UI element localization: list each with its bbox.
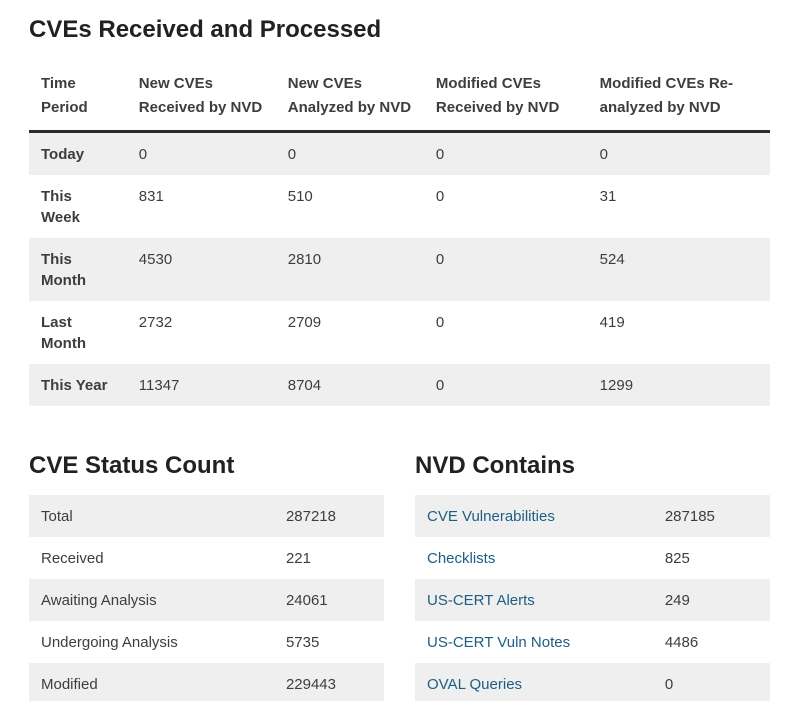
cell-value: 419 [599, 314, 625, 331]
contains-value: 287185 [664, 508, 715, 525]
cell-value: 0 [138, 146, 148, 163]
cell-value: 0 [599, 146, 609, 163]
status-row-undergoing-analysis: Undergoing Analysis 5735 [29, 621, 384, 663]
period-label: This Week [41, 188, 80, 226]
cell-value: 0 [435, 251, 445, 268]
cves-received-processed-table: Time Period New CVEs Received by NVD New… [29, 63, 770, 406]
cell-value: 0 [435, 188, 445, 205]
period-label: Today [41, 146, 85, 163]
cell-value: 0 [435, 377, 445, 394]
contains-value: 825 [664, 550, 690, 567]
status-row-awaiting-analysis: Awaiting Analysis 24061 [29, 579, 384, 621]
us-cert-alerts-link[interactable]: US-CERT Alerts [427, 592, 535, 609]
cve-status-count-title: CVE Status Count [29, 452, 235, 479]
us-cert-vuln-notes-link[interactable]: US-CERT Vuln Notes [427, 634, 571, 651]
cell-value: 8704 [287, 377, 322, 394]
column-header-modified-cves-received: Modified CVEs Received by NVD [423, 63, 588, 133]
status-label: Received [41, 550, 104, 567]
oval-queries-link[interactable]: OVAL Queries [427, 676, 523, 693]
table-row-this-month: This Month 4530 2810 0 524 [29, 238, 770, 301]
nvd-contains-section: NVD Contains CVE Vulnerabilities 287185 … [415, 450, 770, 701]
column-header-new-cves-received: New CVEs Received by NVD [126, 63, 276, 133]
cves-received-processed-title: CVEs Received and Processed [29, 16, 382, 43]
cell-value: 11347 [138, 377, 180, 394]
contains-value: 249 [664, 592, 690, 609]
column-header-new-cves-analyzed: New CVEs Analyzed by NVD [275, 63, 424, 133]
table-header: Time Period New CVEs Received by NVD New… [29, 63, 770, 133]
contains-row-checklists: Checklists 825 [415, 537, 770, 579]
status-label: Total [41, 508, 73, 525]
bottom-section: CVE Status Count Total 287218 Received 2… [29, 450, 770, 701]
contains-label-cell: US-CERT Alerts [415, 579, 653, 621]
status-label: Awaiting Analysis [41, 592, 157, 609]
cell-value: 831 [138, 188, 164, 205]
contains-value: 0 [664, 676, 674, 693]
checklists-link[interactable]: Checklists [427, 550, 496, 567]
nvd-contains-title: NVD Contains [415, 452, 576, 479]
contains-row-us-cert-alerts: US-CERT Alerts 249 [415, 579, 770, 621]
contains-row-oval-queries: OVAL Queries 0 [415, 663, 770, 701]
cell-value: 2732 [138, 314, 173, 331]
nvd-contains-table: CVE Vulnerabilities 287185 Checklists 82… [415, 495, 770, 701]
table-row-this-week: This Week 831 510 0 31 [29, 175, 770, 238]
status-value: 221 [285, 550, 311, 567]
contains-value: 4486 [664, 634, 699, 651]
cell-value: 510 [287, 188, 313, 205]
cell-value: 524 [599, 251, 625, 268]
cell-value: 0 [435, 146, 445, 163]
contains-label-cell: Checklists [415, 537, 653, 579]
status-value: 287218 [285, 508, 336, 525]
status-value: 229443 [285, 676, 336, 693]
cell-value: 2810 [287, 251, 322, 268]
cve-status-count-table: Total 287218 Received 221 Awaiting Analy… [29, 495, 384, 701]
column-header-modified-cves-reanalyzed: Modified CVEs Re-analyzed by NVD [587, 63, 770, 133]
cve-vulnerabilities-link[interactable]: CVE Vulnerabilities [427, 508, 555, 525]
contains-label-cell: OVAL Queries [415, 663, 653, 701]
column-header-time-period: Time Period [29, 63, 127, 133]
status-label: Undergoing Analysis [41, 634, 178, 651]
cell-value: 31 [599, 188, 617, 205]
status-row-total: Total 287218 [29, 495, 384, 537]
cell-value: 4530 [138, 251, 173, 268]
table-row-today: Today 0 0 0 0 [29, 131, 770, 175]
contains-row-us-cert-vuln-notes: US-CERT Vuln Notes 4486 [415, 621, 770, 663]
period-label: This Month [41, 251, 86, 289]
status-row-modified: Modified 229443 [29, 663, 384, 701]
table-row-this-year: This Year 11347 8704 0 1299 [29, 364, 770, 406]
contains-row-cve-vulnerabilities: CVE Vulnerabilities 287185 [415, 495, 770, 537]
status-row-received: Received 221 [29, 537, 384, 579]
period-label: Last Month [41, 314, 86, 352]
cell-value: 2709 [287, 314, 322, 331]
contains-label-cell: CVE Vulnerabilities [415, 495, 653, 537]
status-value: 5735 [285, 634, 320, 651]
status-value: 24061 [285, 592, 328, 609]
cell-value: 0 [287, 146, 297, 163]
header-row: Time Period New CVEs Received by NVD New… [29, 63, 770, 133]
status-label: Modified [41, 676, 98, 693]
contains-label-cell: US-CERT Vuln Notes [415, 621, 653, 663]
period-label: This Year [41, 377, 108, 394]
table-row-last-month: Last Month 2732 2709 0 419 [29, 301, 770, 364]
cell-value: 0 [435, 314, 445, 331]
cell-value: 1299 [599, 377, 634, 394]
cve-status-count-section: CVE Status Count Total 287218 Received 2… [29, 450, 384, 701]
